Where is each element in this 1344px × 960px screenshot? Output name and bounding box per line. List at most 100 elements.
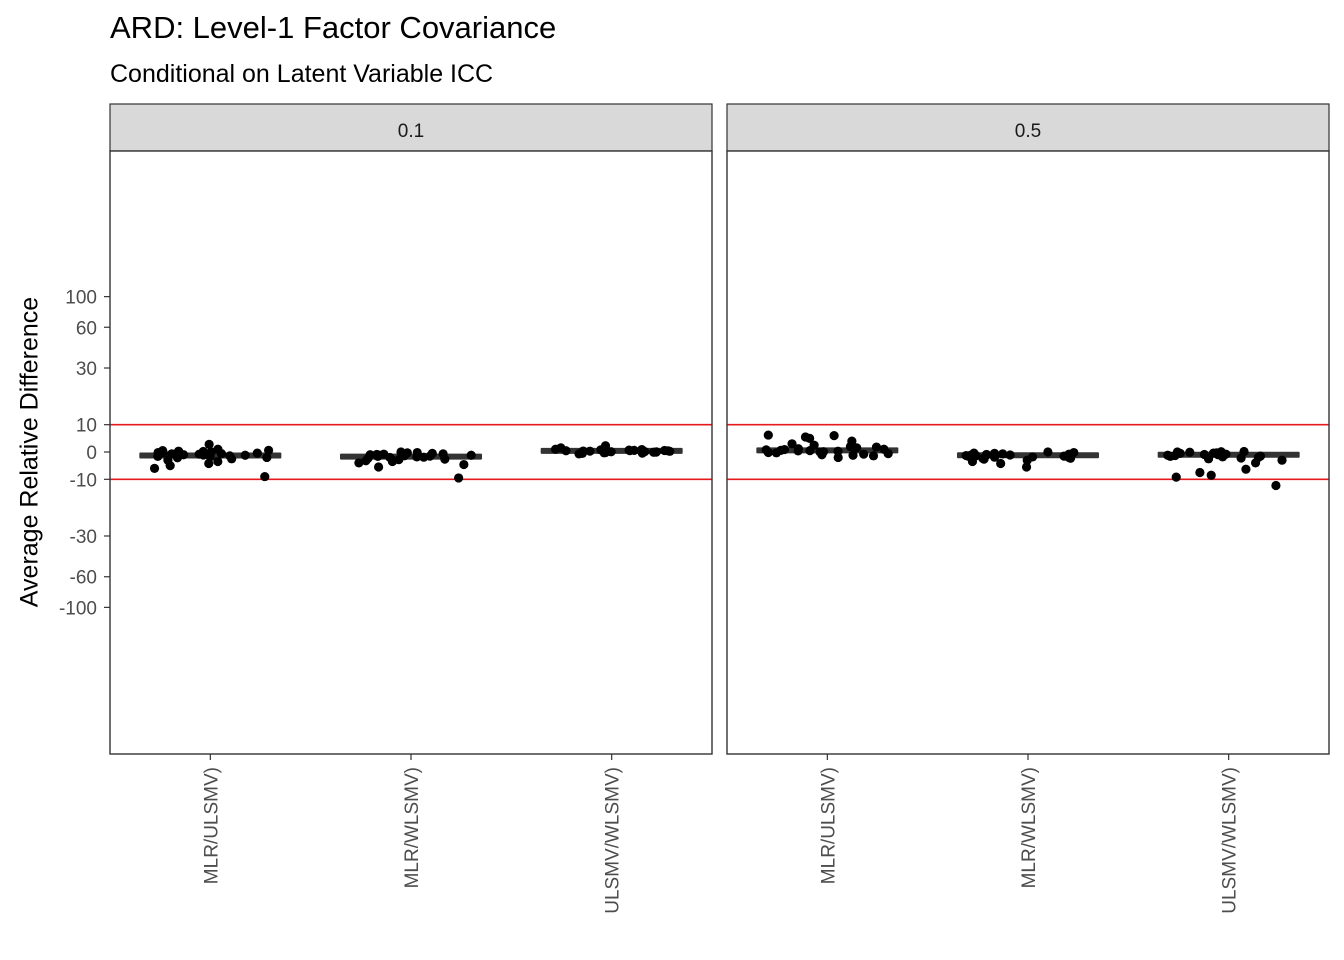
data-point	[459, 459, 469, 470]
facet-strip	[109, 103, 713, 152]
data-point	[394, 455, 404, 465]
data-point	[805, 446, 815, 456]
data-point	[216, 449, 227, 459]
panel-border	[726, 150, 1330, 755]
data-point	[1236, 453, 1246, 463]
data-point	[252, 448, 262, 458]
data-point	[871, 442, 882, 452]
data-point	[961, 450, 971, 461]
data-point	[149, 463, 160, 473]
data-point	[637, 448, 647, 458]
y-tick-label: 60	[76, 318, 97, 339]
data-point	[989, 452, 1000, 462]
data-point	[833, 452, 843, 463]
data-point	[561, 446, 571, 456]
data-point	[227, 454, 237, 464]
x-tick-label: ULSMV/WLSMV)	[603, 767, 624, 914]
data-point	[763, 447, 773, 458]
data-point	[1250, 458, 1261, 468]
data-point	[847, 436, 857, 446]
data-point	[354, 458, 364, 468]
data-point	[1165, 451, 1175, 461]
data-point	[402, 448, 412, 458]
data-point	[260, 471, 270, 482]
data-point	[969, 448, 979, 458]
data-point	[852, 443, 862, 453]
data-point	[240, 450, 250, 460]
panel-border	[109, 150, 713, 755]
data-point	[198, 450, 209, 460]
data-point	[599, 448, 609, 458]
data-point	[659, 445, 670, 456]
data-point	[412, 452, 422, 462]
data-point	[1271, 480, 1281, 491]
data-point	[1022, 455, 1032, 465]
data-point	[1216, 447, 1226, 457]
y-tick-label: -60	[70, 568, 97, 589]
data-point	[372, 449, 382, 460]
data-point	[1195, 467, 1205, 478]
x-tick-label: MLR/ULSMV)	[201, 767, 222, 884]
data-point	[425, 451, 435, 461]
x-tick-label: MLR/WLSMV)	[402, 767, 423, 888]
data-point	[550, 444, 561, 454]
data-point	[213, 456, 223, 467]
data-point	[165, 461, 175, 471]
chart-subtitle: Conditional on Latent Variable ICC	[110, 60, 494, 88]
data-point	[793, 446, 803, 456]
data-point	[981, 449, 992, 460]
x-tick-label: ULSMV/WLSMV)	[1220, 767, 1241, 914]
data-point	[1199, 449, 1209, 460]
data-point	[373, 462, 384, 472]
data-point	[883, 449, 893, 459]
data-point	[1171, 472, 1181, 482]
data-point	[1185, 447, 1195, 457]
y-tick-label: -100	[59, 598, 97, 619]
chart-title: ARD: Level-1 Factor Covariance	[110, 10, 557, 45]
facet-strip-label: 0.1	[398, 121, 424, 142]
data-point	[158, 448, 168, 458]
data-point	[829, 431, 839, 441]
data-point	[868, 451, 879, 461]
data-point	[1277, 455, 1287, 465]
data-point	[779, 444, 790, 455]
data-point	[1021, 462, 1032, 472]
y-tick-label: 30	[76, 359, 97, 380]
data-point	[859, 449, 869, 459]
data-point	[998, 449, 1008, 459]
data-point	[578, 446, 588, 456]
data-point	[787, 439, 797, 449]
data-point	[204, 458, 214, 469]
data-point	[262, 452, 272, 463]
data-point	[1208, 448, 1219, 458]
data-point	[263, 445, 274, 455]
data-point	[1043, 447, 1053, 457]
facet-strip-label: 0.5	[1015, 121, 1041, 142]
data-point	[438, 449, 448, 459]
data-point	[651, 447, 661, 457]
data-point	[763, 430, 773, 440]
data-point	[466, 450, 476, 460]
data-point	[996, 458, 1006, 469]
data-point	[204, 439, 214, 449]
data-point	[1005, 450, 1015, 460]
data-point	[967, 456, 978, 467]
data-point	[1241, 464, 1251, 474]
y-tick-label: -30	[70, 527, 97, 548]
data-point	[361, 456, 371, 466]
x-tick-label: MLR/ULSMV)	[818, 767, 839, 884]
data-point	[818, 447, 829, 457]
data-point	[454, 473, 464, 483]
y-tick-label: -10	[70, 470, 97, 491]
data-point	[624, 445, 634, 455]
y-tick-label: 10	[76, 416, 97, 437]
y-tick-label: 0	[86, 443, 97, 464]
data-point	[167, 449, 177, 459]
y-tick-label: 100	[65, 288, 97, 309]
data-point	[805, 433, 815, 443]
data-point	[848, 450, 858, 460]
data-point	[1059, 451, 1069, 461]
data-point	[585, 446, 595, 456]
data-point	[1206, 470, 1216, 480]
